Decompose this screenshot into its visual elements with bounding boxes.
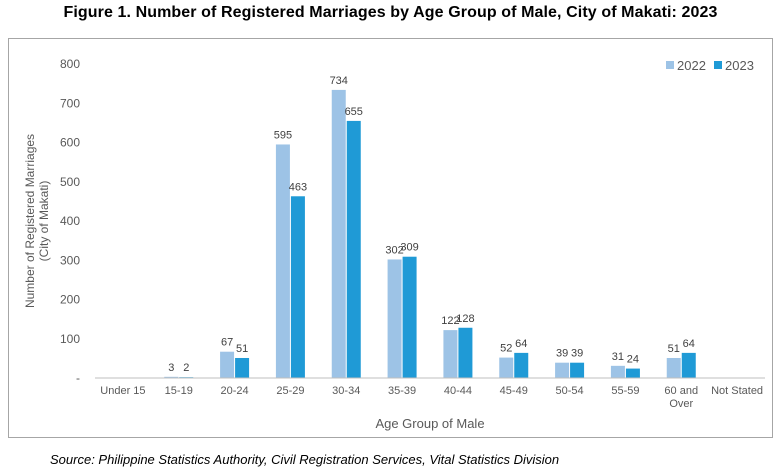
data-label-2023: 24: [627, 354, 639, 366]
chart-frame: [8, 38, 773, 438]
x-tick-label-line: 50-54: [556, 385, 584, 397]
x-tick-label-line: Not Stated: [711, 385, 763, 397]
x-tick-label-line: 25-29: [276, 385, 304, 397]
x-tick-label: 45-49: [500, 385, 528, 397]
x-tick-label-line: Under 15: [100, 385, 145, 397]
data-label-2022: 734: [330, 75, 348, 87]
x-tick-label-line: 30-34: [332, 385, 360, 397]
data-label-2022: 67: [221, 337, 233, 349]
y-tick-label: 100: [60, 332, 80, 346]
bar-2022: [220, 351, 235, 378]
x-tick-label: 25-29: [276, 385, 304, 397]
bar-2023: [514, 352, 529, 378]
y-tick-label: 700: [60, 96, 80, 110]
data-label-2023: 39: [571, 348, 583, 360]
data-label-2022: 3: [168, 362, 174, 374]
legend-swatch-2023: [714, 61, 722, 69]
x-tick-label-line: 60 and: [664, 385, 698, 397]
bar-2023: [458, 327, 473, 378]
y-tick-label: 500: [60, 175, 80, 189]
x-tick-label: 15-19: [165, 385, 193, 397]
bar-2023: [625, 368, 640, 378]
y-tick-label: 600: [60, 136, 80, 150]
bar-2022: [275, 144, 290, 378]
data-label-2023: 128: [456, 313, 474, 325]
data-label-2023: 51: [236, 343, 248, 355]
y-axis-label-line: Number of Registered Marriages: [23, 134, 37, 308]
y-axis-label-line: (City of Makati): [37, 181, 51, 262]
x-tick-label-line: 55-59: [611, 385, 639, 397]
x-tick-label: 60 and Over: [664, 385, 698, 410]
data-label-2022: 52: [500, 343, 512, 355]
bar-2022: [164, 376, 179, 378]
data-label-2022: 302: [385, 244, 403, 256]
bar-2023: [346, 120, 361, 378]
data-label-2023: 64: [515, 338, 527, 350]
x-tick-label: 50-54: [556, 385, 584, 397]
x-tick-label: 30-34: [332, 385, 360, 397]
data-label-2023: 309: [400, 242, 418, 254]
bar-2023: [402, 256, 417, 378]
data-label-2022: 51: [668, 343, 680, 355]
bar-chart: - 100 200 300 400 500 600 700 800 Number of Regis…: [23, 57, 765, 431]
y-tick-label: 200: [60, 293, 80, 307]
x-tick-label-line: 45-49: [500, 385, 528, 397]
x-axis-label: Age Group of Male: [375, 416, 484, 431]
x-tick-label-line: 35-39: [388, 385, 416, 397]
legend-label-2023: 2023: [725, 58, 754, 73]
data-label-2023: 2: [183, 362, 189, 374]
bar-2022: [555, 362, 570, 378]
x-tick-label-line: Over: [669, 398, 693, 410]
bar-2022: [331, 89, 346, 378]
bar-2022: [387, 259, 402, 378]
bar-2022: [666, 357, 681, 378]
x-tick-label: 35-39: [388, 385, 416, 397]
bar-2023: [290, 196, 305, 378]
data-label-2022: 31: [612, 351, 624, 363]
data-label-2022: 122: [441, 315, 459, 327]
data-label-2022: 595: [274, 129, 292, 141]
data-label-2023: 64: [683, 338, 695, 350]
source-note: Source: Philippine Statistics Authority,…: [50, 452, 560, 467]
data-label-2023: 463: [289, 181, 307, 193]
x-tick-label-line: 40-44: [444, 385, 472, 397]
bar-2023: [681, 352, 696, 378]
figure-title: Figure 1. Number of Registered Marriages…: [63, 4, 718, 21]
y-tick-label: 800: [60, 57, 80, 71]
bar-2023: [570, 362, 585, 378]
x-tick-label: Under 15: [100, 385, 145, 397]
y-tick-label: 300: [60, 253, 80, 267]
x-tick-label-line: 20-24: [221, 385, 249, 397]
x-tick-label: Not Stated: [711, 385, 763, 397]
y-tick-label: 400: [60, 214, 80, 228]
bar-2022: [443, 330, 458, 378]
legend-swatch-2022: [666, 61, 674, 69]
y-tick-label: -: [76, 371, 80, 385]
legend-label-2022: 2022: [677, 58, 706, 73]
data-label-2023: 655: [345, 106, 363, 118]
data-label-2022: 39: [556, 348, 568, 360]
y-axis-label: Number of Registered Marriages(City of M…: [23, 134, 51, 308]
bar-2022: [610, 365, 625, 378]
x-tick-label-line: 15-19: [165, 385, 193, 397]
x-tick-label: 20-24: [221, 385, 249, 397]
x-tick-label: 55-59: [611, 385, 639, 397]
bar-2023: [235, 357, 250, 378]
x-tick-label: 40-44: [444, 385, 472, 397]
bar-2022: [499, 357, 514, 378]
